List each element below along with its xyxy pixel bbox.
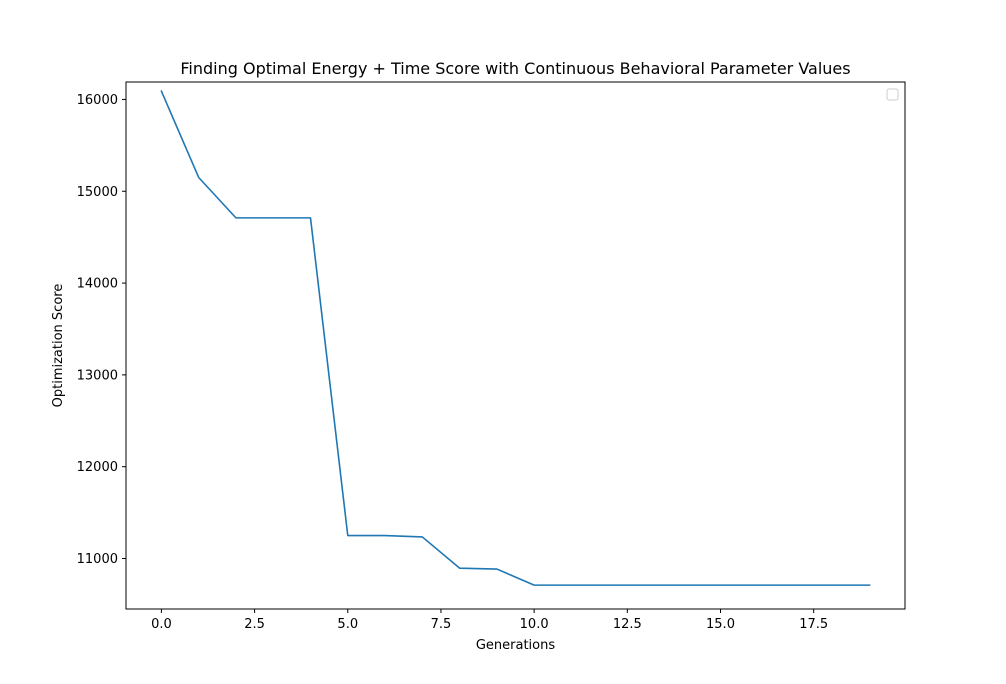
x-tick-label: 0.0 bbox=[151, 617, 172, 632]
plot-frame bbox=[125, 81, 906, 610]
x-axis-label: Generations bbox=[476, 638, 556, 653]
y-tick-label: 16000 bbox=[77, 93, 118, 108]
x-tick-label: 2.5 bbox=[244, 617, 265, 632]
x-tick-label: 17.5 bbox=[799, 617, 828, 632]
y-tick-label: 14000 bbox=[77, 277, 118, 292]
plot-area bbox=[126, 82, 905, 609]
y-tick-label: 15000 bbox=[77, 185, 118, 200]
x-tick-label: 10.0 bbox=[520, 617, 549, 632]
x-axis: 0.0 2.5 5.0 7.5 10.0 12.5 15.0 17.5 bbox=[151, 609, 828, 632]
y-axis: 11000 12000 13000 14000 15000 16000 bbox=[77, 93, 126, 567]
series-line-0 bbox=[160, 90, 871, 586]
y-axis-label: Optimization Score bbox=[51, 284, 66, 408]
y-tick-label: 12000 bbox=[77, 460, 118, 475]
x-tick-label: 15.0 bbox=[706, 617, 735, 632]
y-tick-label: 13000 bbox=[77, 368, 118, 383]
legend-box bbox=[886, 88, 899, 101]
y-tick-label: 11000 bbox=[77, 552, 118, 567]
series-layer bbox=[160, 90, 871, 586]
chart-title: Finding Optimal Energy + Time Score with… bbox=[180, 59, 850, 78]
x-tick-label: 12.5 bbox=[613, 617, 642, 632]
x-tick-label: 5.0 bbox=[337, 617, 358, 632]
x-tick-label: 7.5 bbox=[431, 617, 452, 632]
